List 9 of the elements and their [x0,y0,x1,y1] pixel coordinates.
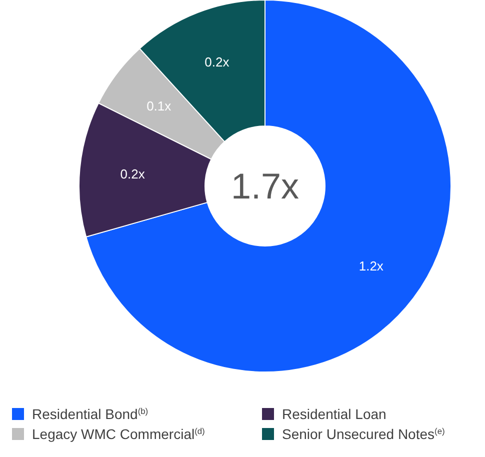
data-label: 0.2x [120,166,146,182]
legend-label: Legacy WMC Commercial$^{(d)}$ [32,426,206,442]
legend-label: Residential Loan [282,406,386,422]
legend-label: Senior Unsecured Notes$^{(e)}$ [282,426,445,442]
text: 1.7x [230,166,300,207]
data-label: 0.1x [146,98,172,114]
data-label: 0.2x [204,54,230,70]
data-label: 1.2x [358,258,384,274]
legend-label: Residential Bond$^{(b)}$ [32,406,148,422]
